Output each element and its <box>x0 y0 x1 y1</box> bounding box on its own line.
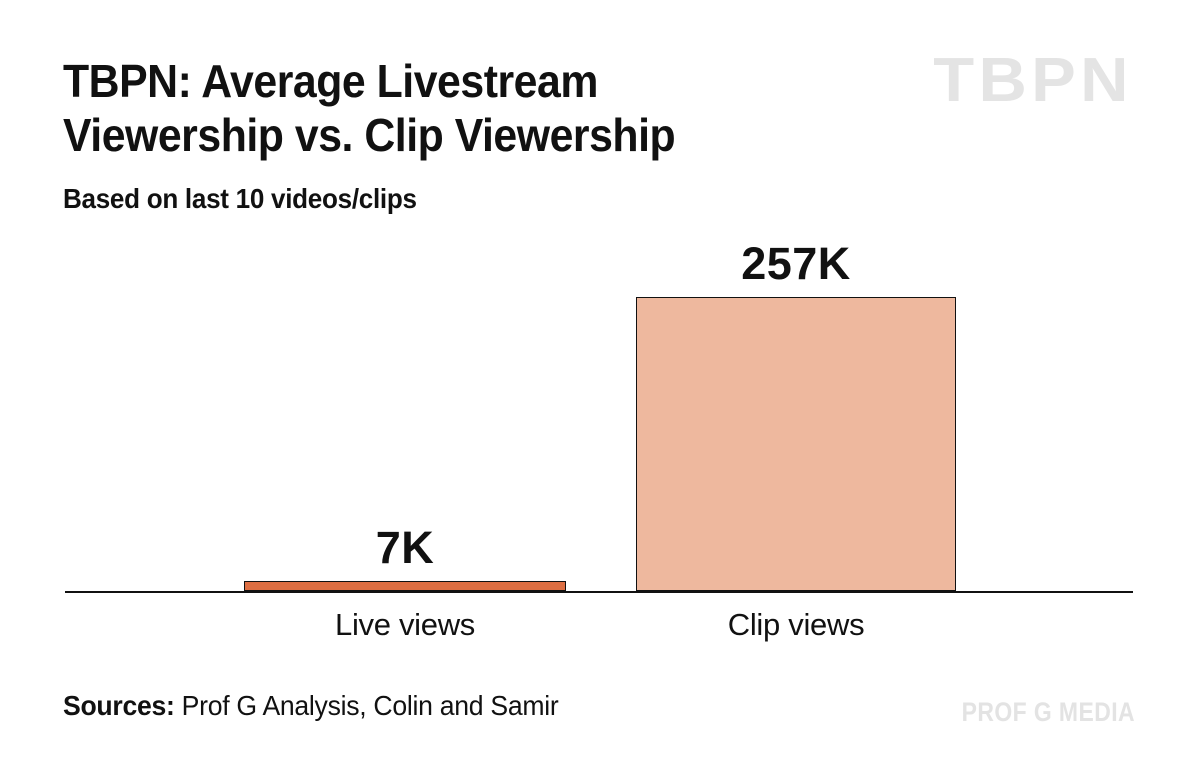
sources-text: Prof G Analysis, Colin and Samir <box>181 690 559 721</box>
chart-subtitle: Based on last 10 videos/clips <box>63 183 417 214</box>
bar-group-live-views: 7K <box>244 522 566 591</box>
category-label-live-views: Live views <box>335 607 475 642</box>
sources-line: Sources: Prof G Analysis, Colin and Sami… <box>63 690 559 722</box>
value-label-clip-views: 257K <box>741 238 851 289</box>
value-label-live-views: 7K <box>375 522 435 573</box>
bar-live-views <box>244 581 566 591</box>
sources-label: Sources: <box>63 690 175 721</box>
bar-clip-views <box>636 297 956 591</box>
profg-media-watermark: PROF G MEDIA <box>961 697 1135 727</box>
tbpn-watermark: TBPN <box>933 46 1133 115</box>
category-label-clip-views: Clip views <box>727 607 865 642</box>
chart-title-line-1: TBPN: Average Livestream <box>63 55 598 107</box>
bar-group-clip-views: 257K <box>636 238 956 591</box>
chart-title: TBPN: Average Livestream Viewership vs. … <box>63 55 676 163</box>
chart-title-line-2: Viewership vs. Clip Viewership <box>63 108 676 161</box>
x-axis-line <box>65 591 1133 593</box>
